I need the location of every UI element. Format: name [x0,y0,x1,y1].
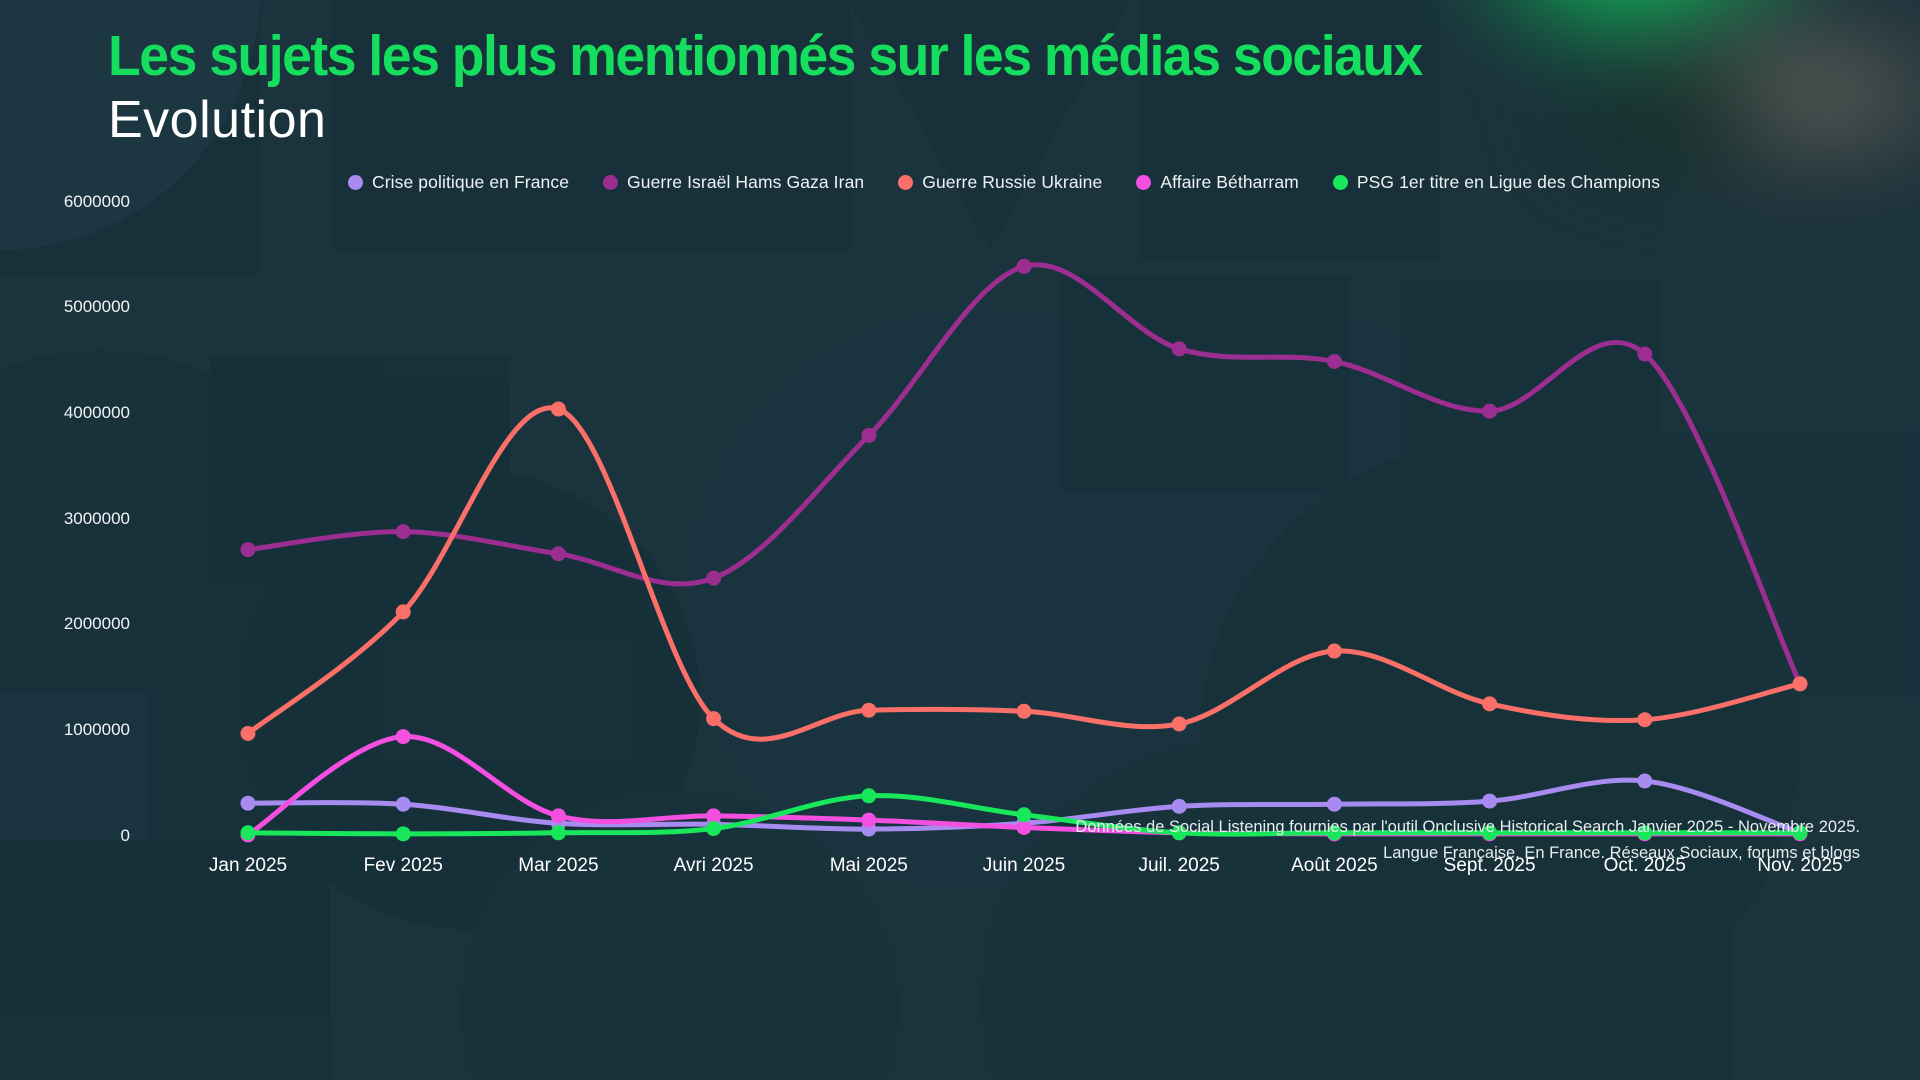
legend-item[interactable]: Affaire Bétharram [1136,172,1299,193]
y-axis-tick-label: 2000000 [63,614,130,634]
legend-item-label: PSG 1er titre en Ligue des Champions [1356,171,1661,192]
data-point-marker[interactable] [395,604,411,620]
legend-item[interactable]: Guerre Russie Ukraine [898,172,1102,193]
x-axis-tick-label: Sept. 2025 [1443,854,1536,876]
page-subtitle: Evolution [108,91,327,149]
data-point-marker[interactable] [240,824,256,840]
y-axis-tick-label: 3000000 [63,508,130,528]
data-point-marker[interactable] [706,807,722,823]
legend-color-dot-icon [348,174,363,190]
x-axis-tick-label: Juil. 2025 [1138,854,1220,876]
footnote-line-2: Langue Française. En France. Réseaux Soc… [1383,844,1860,863]
footnote-line-1: Données de Social Listening fournies par… [1075,818,1860,837]
data-point-marker[interactable] [861,787,877,803]
chart-legend: Crise politique en France Guerre Israël H… [348,172,1920,193]
legend-item-label: Guerre Israël Hams Gaza Iran [627,171,865,192]
x-axis-tick-label: Mai 2025 [829,854,908,876]
legend-item[interactable]: Guerre Israël Hams Gaza Iran [603,172,864,193]
data-point-marker[interactable] [861,702,877,718]
data-point-marker[interactable] [240,795,256,811]
data-point-marker[interactable] [1637,773,1653,789]
legend-item-label: Guerre Russie Ukraine [922,171,1103,192]
y-axis-tick-label: 1000000 [63,719,130,739]
source-footnote: Données de Social Listening fournies par… [1075,815,1860,866]
data-point-marker[interactable] [1016,806,1032,822]
line-chart-svg [240,258,1808,842]
data-point-marker[interactable] [1326,353,1342,369]
x-axis-tick-label: Jan 2025 [208,854,288,876]
data-point-marker[interactable] [1016,703,1032,719]
data-point-marker[interactable] [1171,798,1187,814]
data-point-marker[interactable] [550,824,566,840]
data-point-marker[interactable] [395,728,411,744]
data-point-marker[interactable] [1482,695,1498,711]
legend-item[interactable]: PSG 1er titre en Ligue des Champions [1332,171,1661,193]
series-line [245,404,1803,742]
data-point-marker[interactable] [1637,711,1653,727]
legend-item-label: Affaire Bétharram [1160,171,1299,192]
data-point-marker[interactable] [1171,824,1187,840]
data-point-marker[interactable] [1326,643,1342,659]
series-group [240,787,1808,841]
series-line [245,261,1803,686]
data-point-marker[interactable] [1482,403,1498,419]
data-point-marker[interactable] [240,725,256,741]
data-point-marker[interactable] [1016,819,1032,835]
data-point-marker[interactable] [550,807,566,823]
x-axis-tick-label: Fev 2025 [363,854,443,876]
y-axis-tick-label: 0 [120,825,130,845]
series-group [240,258,1808,691]
legend-color-dot-icon [898,174,914,190]
data-point-marker[interactable] [861,427,877,443]
y-axis-tick-label: 4000000 [63,402,130,422]
legend-color-dot-icon [1136,174,1152,190]
data-point-marker[interactable] [706,820,722,836]
x-axis-tick-label: Mar 2025 [518,854,599,876]
y-axis-tick-label: 6000000 [63,191,130,211]
legend-color-dot-icon [1332,174,1348,190]
series-group [240,401,1808,742]
plot-area: 0 1000000 2000000 3000000 4000000 5000000 6000… [0,192,1920,923]
data-point-marker[interactable] [395,523,411,539]
legend-color-dot-icon [603,174,619,190]
data-point-marker[interactable] [1171,716,1187,732]
data-point-marker[interactable] [395,825,411,841]
data-point-marker[interactable] [706,710,722,726]
data-point-marker[interactable] [1326,796,1342,812]
x-axis-tick-label: Oct. 2025 [1603,854,1686,876]
data-point-marker[interactable] [1016,258,1032,274]
data-point-marker[interactable] [550,545,566,561]
page-title: Les sujets les plus mentionnés sur les m… [108,24,1423,88]
data-point-marker[interactable] [1171,340,1187,356]
data-point-marker[interactable] [1637,346,1653,362]
x-axis-tick-label: Juin 2025 [982,854,1066,876]
data-point-marker[interactable] [1792,824,1808,840]
legend-item[interactable]: Crise politique en France [348,172,569,193]
legend-item-label: Crise politique en France [372,171,570,192]
data-point-marker[interactable] [1637,824,1653,840]
data-point-marker[interactable] [1792,675,1808,691]
chart-header: Les sujets les plus mentionnés sur les m… [0,0,1920,148]
x-axis-tick-label: Nov. 2025 [1757,854,1843,876]
y-axis-tick-label: 5000000 [63,297,130,317]
data-point-marker[interactable] [240,541,256,557]
x-axis-tick-label: Avri 2025 [673,854,754,876]
data-point-marker[interactable] [395,796,411,812]
data-point-marker[interactable] [550,401,566,417]
data-point-marker[interactable] [706,570,722,586]
data-point-marker[interactable] [861,812,877,828]
data-point-marker[interactable] [1326,824,1342,840]
data-point-marker[interactable] [1482,824,1498,840]
x-axis-tick-label: Août 2025 [1291,854,1378,876]
data-point-marker[interactable] [1482,793,1498,809]
